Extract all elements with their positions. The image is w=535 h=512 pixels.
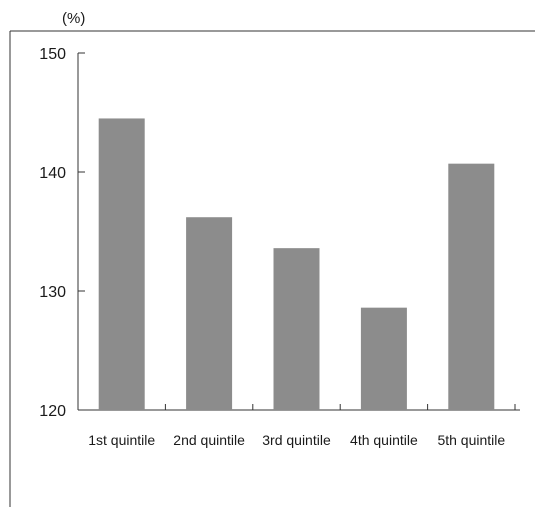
x-tick-label: 1st quintile — [88, 432, 155, 448]
x-tick-label: 2nd quintile — [173, 432, 245, 448]
bar — [448, 163, 495, 410]
bar-series — [98, 118, 495, 410]
x-axis-ticks — [164, 404, 516, 410]
x-tick-label: 4th quintile — [350, 432, 418, 448]
x-tick-label: 3rd quintile — [262, 432, 331, 448]
x-axis-tick-labels: 1st quintile 2nd quintile 3rd quintile 4th … — [88, 432, 505, 448]
y-axis-unit-label: (%) — [62, 10, 85, 27]
y-axis-ticks: 120 130 140 150 — [39, 46, 85, 420]
bar — [186, 217, 233, 410]
y-tick-label: 120 — [39, 403, 66, 420]
bar — [273, 248, 320, 410]
x-tick-label: 5th quintile — [437, 432, 505, 448]
bar — [98, 118, 145, 410]
bar — [360, 307, 407, 410]
y-tick-label: 130 — [39, 284, 66, 301]
y-tick-label: 150 — [39, 46, 66, 63]
y-tick-label: 140 — [39, 165, 66, 182]
